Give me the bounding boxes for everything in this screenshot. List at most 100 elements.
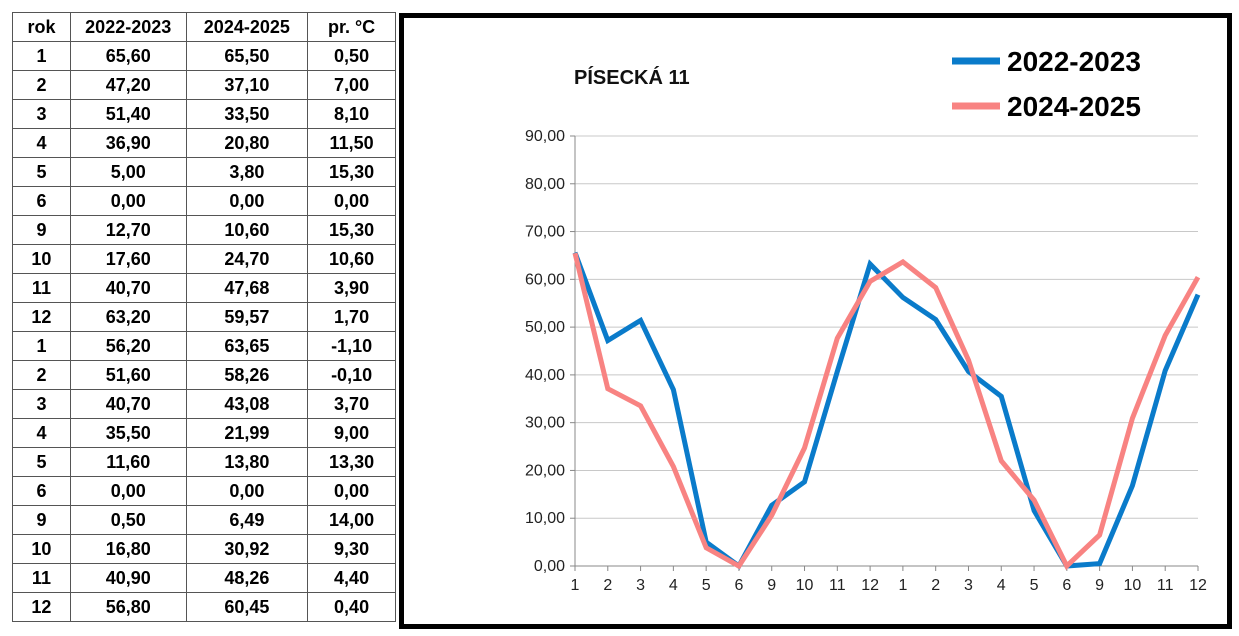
cell-rok: 10 bbox=[12, 244, 71, 274]
header-2024-2025: 2024-2025 bbox=[185, 12, 309, 42]
cell-2024-2025: 65,50 bbox=[185, 41, 309, 71]
cell-temperature: 14,00 bbox=[307, 505, 396, 535]
cell-temperature: 15,30 bbox=[307, 215, 396, 245]
table-row: 3 51,40 33,50 8,10 bbox=[12, 99, 396, 129]
cell-2024-2025: 20,80 bbox=[185, 128, 309, 158]
cell-2022-2023: 40,70 bbox=[69, 389, 187, 419]
y-tick-label: 70,00 bbox=[525, 224, 565, 241]
cell-2022-2023: 51,40 bbox=[69, 99, 187, 129]
cell-rok: 9 bbox=[12, 215, 71, 245]
table-row: 4 35,50 21,99 9,00 bbox=[12, 418, 396, 448]
cell-2024-2025: 59,57 bbox=[185, 302, 309, 332]
header-temperature: pr. °C bbox=[307, 12, 396, 42]
table-row: 4 36,90 20,80 11,50 bbox=[12, 128, 396, 158]
y-tick-label: 90,00 bbox=[525, 128, 565, 145]
cell-2024-2025: 58,26 bbox=[185, 360, 309, 390]
cell-2022-2023: 36,90 bbox=[69, 128, 187, 158]
x-tick-label: 4 bbox=[997, 577, 1006, 594]
y-tick-label: 0,00 bbox=[534, 558, 565, 575]
cell-temperature: 15,30 bbox=[307, 157, 396, 187]
cell-2024-2025: 63,65 bbox=[185, 331, 309, 361]
cell-temperature: 4,40 bbox=[307, 563, 396, 593]
table-row: 10 16,80 30,92 9,30 bbox=[12, 534, 396, 564]
cell-2024-2025: 48,26 bbox=[185, 563, 309, 593]
table-row: 10 17,60 24,70 10,60 bbox=[12, 244, 396, 274]
table-row: 5 11,60 13,80 13,30 bbox=[12, 447, 396, 477]
cell-temperature: 0,00 bbox=[307, 186, 396, 216]
x-tick-label: 5 bbox=[1030, 577, 1039, 594]
cell-rok: 12 bbox=[12, 592, 71, 622]
cell-2022-2023: 16,80 bbox=[69, 534, 187, 564]
cell-2022-2023: 40,70 bbox=[69, 273, 187, 303]
table-row: 1 56,20 63,65 -1,10 bbox=[12, 331, 396, 361]
cell-rok: 3 bbox=[12, 389, 71, 419]
data-table: rok 2022-2023 2024-2025 pr. °C 1 65,60 65,… bbox=[12, 12, 396, 622]
cell-temperature: 10,60 bbox=[307, 244, 396, 274]
cell-2022-2023: 65,60 bbox=[69, 41, 187, 71]
x-tick-label: 6 bbox=[734, 577, 743, 594]
line-chart: 0,00 10,00 20,00 30,00 40,00 50,00 60,00 70,00 8… bbox=[525, 46, 1207, 594]
x-tick-label: 11 bbox=[829, 577, 846, 594]
y-tick-label: 50,00 bbox=[525, 319, 565, 336]
x-tick-label: 3 bbox=[964, 577, 973, 594]
cell-rok: 11 bbox=[12, 273, 71, 303]
x-tick-label: 10 bbox=[1124, 577, 1142, 594]
table-header-row: rok 2022-2023 2024-2025 pr. °C bbox=[12, 12, 396, 42]
cell-rok: 10 bbox=[12, 534, 71, 564]
table-row: 12 63,20 59,57 1,70 bbox=[12, 302, 396, 332]
cell-2022-2023: 51,60 bbox=[69, 360, 187, 390]
table-row: 1 65,60 65,50 0,50 bbox=[12, 41, 396, 71]
chart-title: PÍSECKÁ 11 bbox=[574, 66, 690, 89]
chart-frame: 0,00 10,00 20,00 30,00 40,00 50,00 60,00 70,00 8… bbox=[399, 13, 1232, 629]
cell-temperature: -0,10 bbox=[307, 360, 396, 390]
cell-2022-2023: 56,80 bbox=[69, 592, 187, 622]
x-tick-label: 4 bbox=[669, 577, 678, 594]
table-row: 11 40,90 48,26 4,40 bbox=[12, 563, 396, 593]
x-tick-label: 9 bbox=[1095, 577, 1104, 594]
cell-rok: 12 bbox=[12, 302, 71, 332]
y-tick-label: 60,00 bbox=[525, 271, 565, 288]
cell-rok: 3 bbox=[12, 99, 71, 129]
cell-2022-2023: 0,00 bbox=[69, 476, 187, 506]
cell-temperature: 3,90 bbox=[307, 273, 396, 303]
y-tick-label: 20,00 bbox=[525, 462, 565, 479]
legend-label: 2022-2023 bbox=[1007, 46, 1141, 77]
y-tick-label: 80,00 bbox=[525, 176, 565, 193]
cell-temperature: 7,00 bbox=[307, 70, 396, 100]
x-tick-label: 10 bbox=[796, 577, 814, 594]
cell-rok: 2 bbox=[12, 70, 71, 100]
cell-2022-2023: 47,20 bbox=[69, 70, 187, 100]
table-row: 6 0,00 0,00 0,00 bbox=[12, 186, 396, 216]
cell-2024-2025: 30,92 bbox=[185, 534, 309, 564]
cell-temperature: 11,50 bbox=[307, 128, 396, 158]
table-row: 2 47,20 37,10 7,00 bbox=[12, 70, 396, 100]
table-row: 11 40,70 47,68 3,90 bbox=[12, 273, 396, 303]
x-tick-label: 3 bbox=[636, 577, 645, 594]
table-row: 5 5,00 3,80 15,30 bbox=[12, 157, 396, 187]
cell-rok: 4 bbox=[12, 418, 71, 448]
cell-2024-2025: 6,49 bbox=[185, 505, 309, 535]
cell-2024-2025: 10,60 bbox=[185, 215, 309, 245]
y-tick-label: 30,00 bbox=[525, 415, 565, 432]
cell-2024-2025: 37,10 bbox=[185, 70, 309, 100]
cell-temperature: 3,70 bbox=[307, 389, 396, 419]
cell-2022-2023: 56,20 bbox=[69, 331, 187, 361]
x-tick-label: 1 bbox=[898, 577, 907, 594]
cell-temperature: 0,40 bbox=[307, 592, 396, 622]
series-line-2022-2023 bbox=[572, 251, 1201, 570]
cell-rok: 5 bbox=[12, 157, 71, 187]
table-row: 9 12,70 10,60 15,30 bbox=[12, 215, 396, 245]
cell-2022-2023: 35,50 bbox=[69, 418, 187, 448]
table-row: 12 56,80 60,45 0,40 bbox=[12, 592, 396, 622]
table-row: 9 0,50 6,49 14,00 bbox=[12, 505, 396, 535]
cell-rok: 11 bbox=[12, 563, 71, 593]
x-tick-label: 9 bbox=[767, 577, 776, 594]
cell-rok: 6 bbox=[12, 476, 71, 506]
cell-2024-2025: 3,80 bbox=[185, 157, 309, 187]
cell-2024-2025: 60,45 bbox=[185, 592, 309, 622]
cell-2022-2023: 11,60 bbox=[69, 447, 187, 477]
cell-2024-2025: 47,68 bbox=[185, 273, 309, 303]
cell-2024-2025: 13,80 bbox=[185, 447, 309, 477]
table-row: 3 40,70 43,08 3,70 bbox=[12, 389, 396, 419]
x-tick-label: 5 bbox=[702, 577, 711, 594]
